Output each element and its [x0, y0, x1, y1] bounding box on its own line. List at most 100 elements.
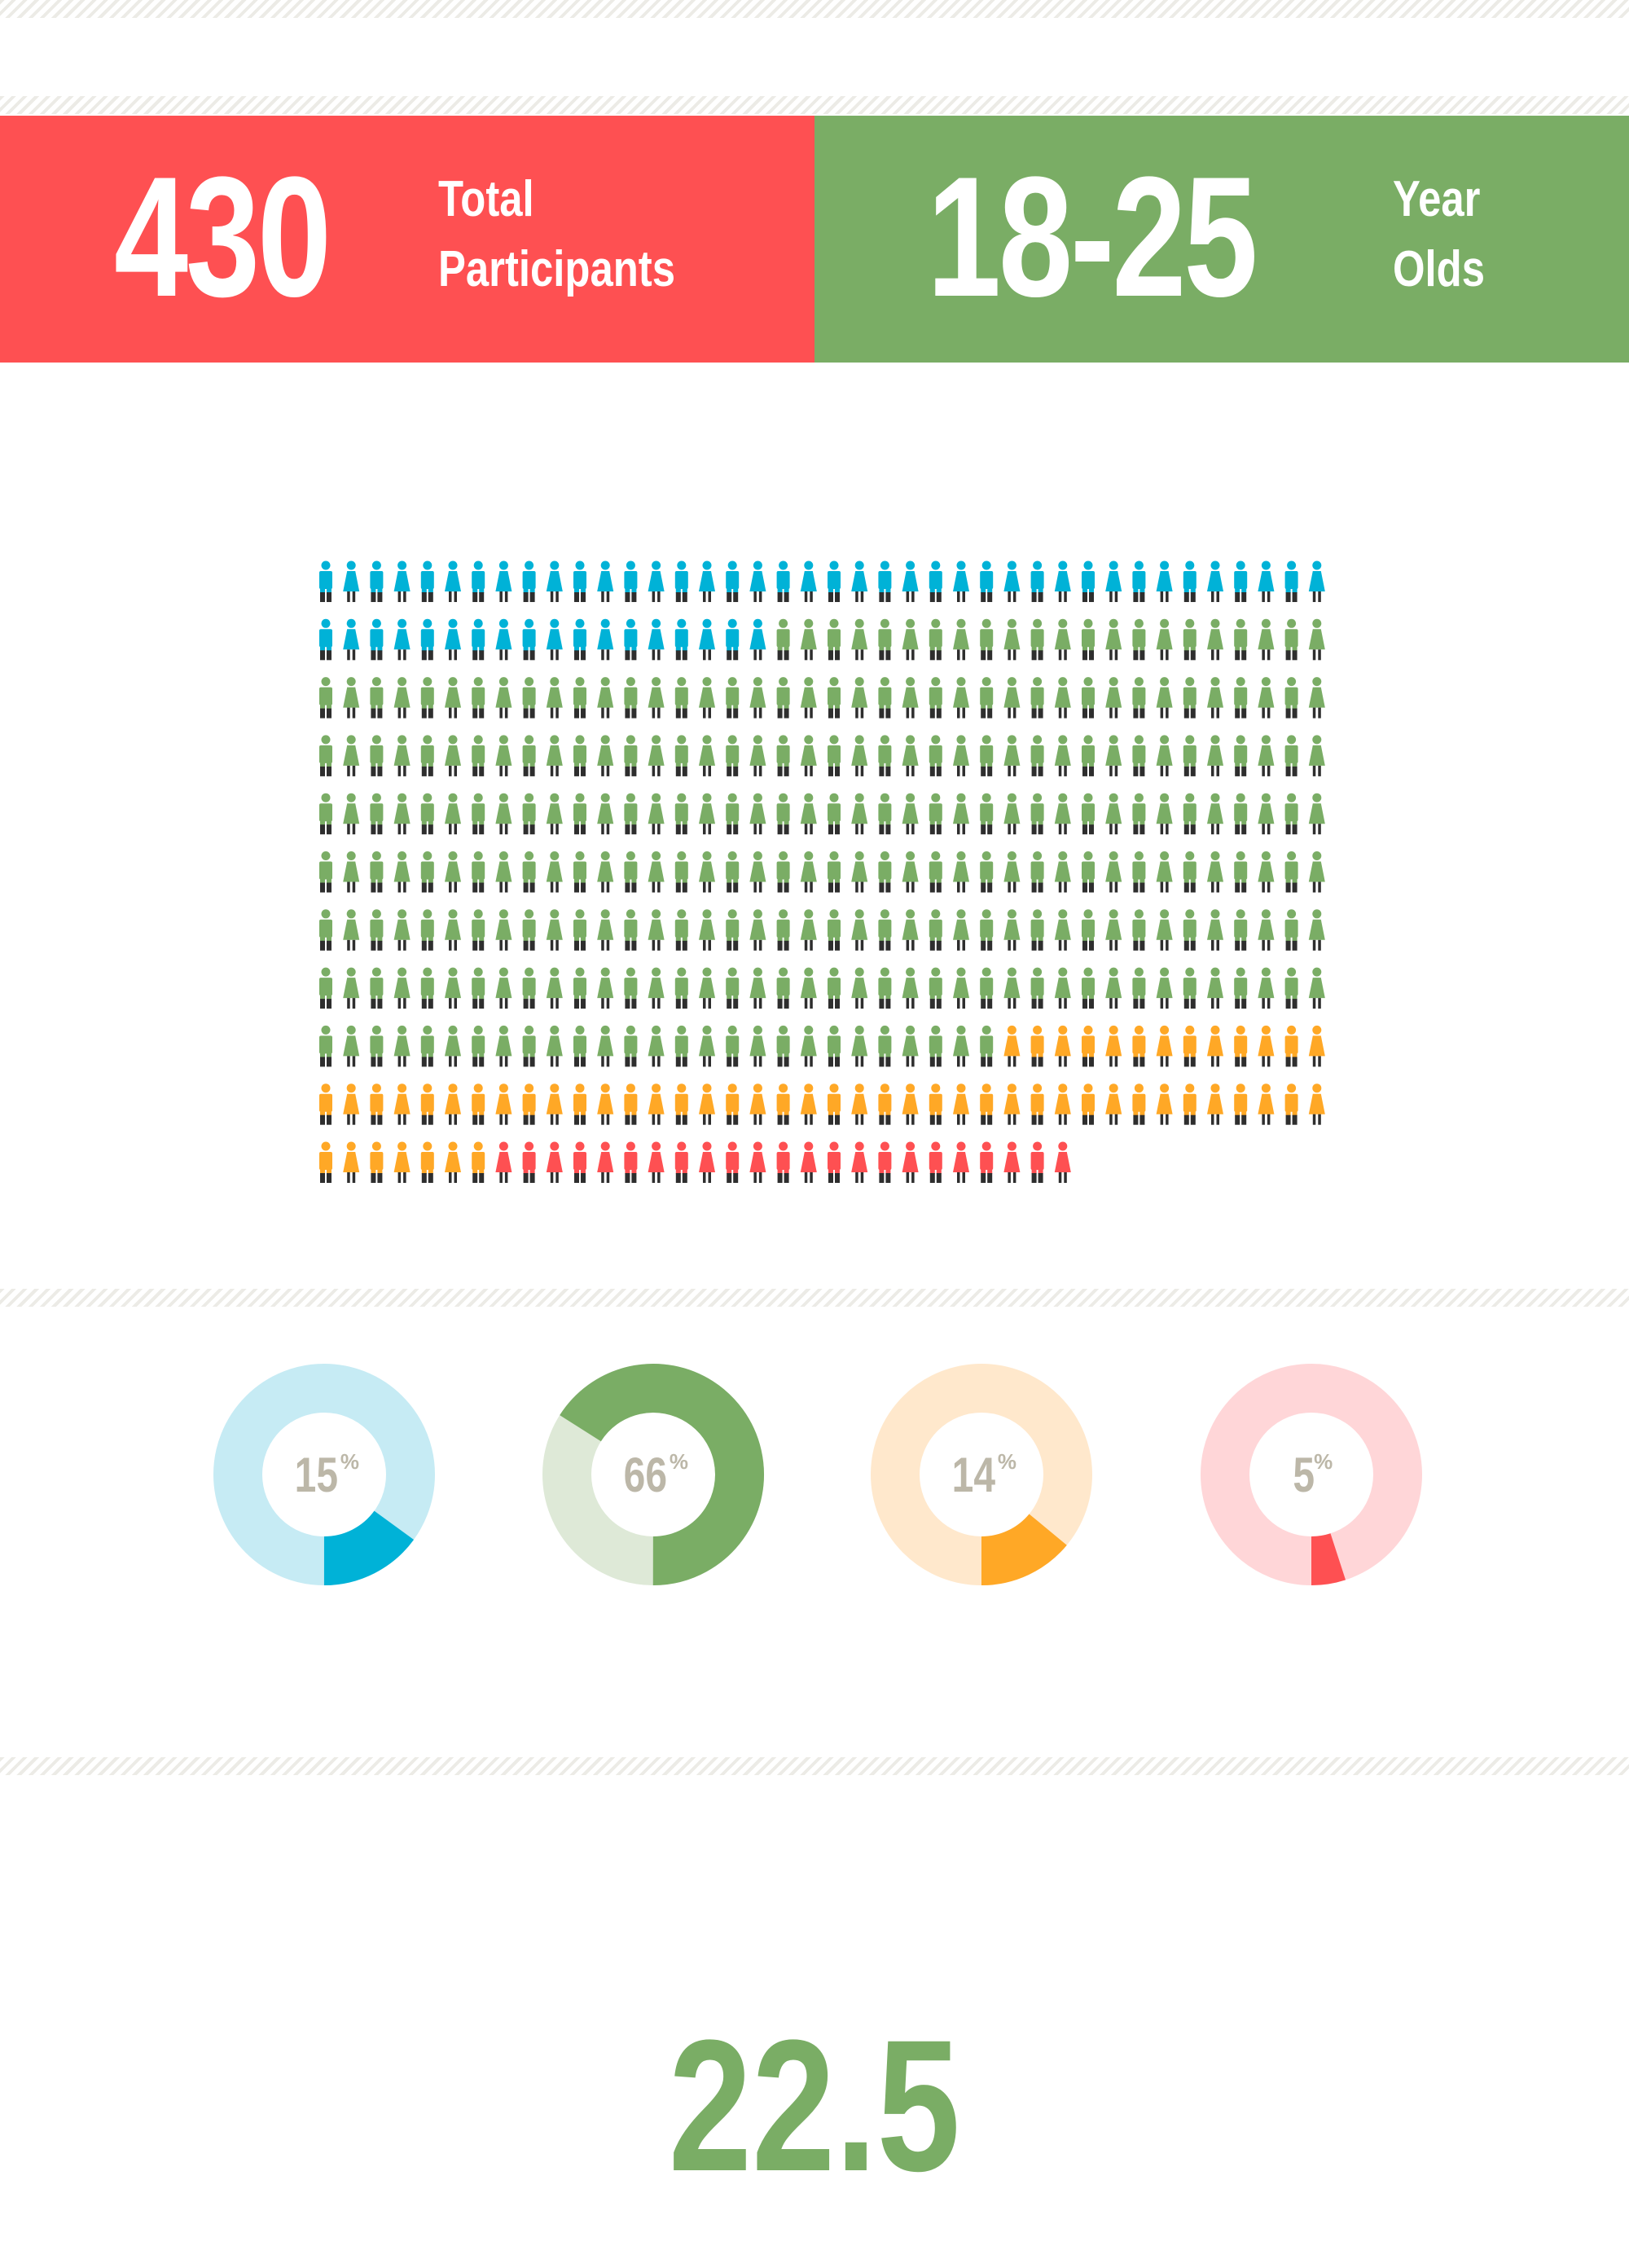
person-icon: [828, 677, 841, 719]
person-icon: [624, 793, 638, 835]
person-icon: [624, 560, 638, 602]
person-icon: [393, 967, 411, 1009]
donut-3-graphic: [871, 1364, 1092, 1585]
person-icon: [1132, 560, 1146, 602]
person-icon: [319, 735, 332, 776]
person-icon: [573, 735, 586, 776]
person-icon: [902, 560, 919, 602]
person-icon: [495, 793, 512, 835]
person-icon: [319, 1141, 332, 1183]
person-icon: [878, 1083, 892, 1125]
person-icon: [800, 851, 817, 893]
donut-2-value: 66: [623, 1447, 668, 1502]
person-icon: [393, 1083, 411, 1125]
person-icon: [699, 1141, 715, 1183]
person-icon: [1183, 1025, 1197, 1067]
person-icon: [420, 967, 434, 1009]
age-label-line1: Year: [1393, 171, 1481, 227]
person-icon: [1054, 560, 1071, 602]
person-icon: [1105, 560, 1122, 602]
person-icon: [749, 1083, 766, 1125]
person-icon: [1183, 618, 1197, 661]
donut-4-label: 5%: [1199, 1362, 1424, 1587]
person-icon: [1105, 851, 1122, 893]
person-icon: [573, 560, 586, 602]
person-icon: [674, 967, 688, 1009]
person-icon: [648, 1025, 665, 1067]
person-icon: [573, 1025, 586, 1067]
person-icon: [953, 1141, 969, 1183]
person-icon: [393, 560, 411, 602]
person-icon: [699, 1083, 715, 1125]
person-icon: [800, 793, 817, 835]
person-icon: [1156, 677, 1173, 719]
person-icon: [445, 1083, 461, 1125]
person-icon: [980, 735, 994, 776]
person-icon: [495, 1083, 512, 1125]
person-icon: [878, 560, 892, 602]
person-icon: [343, 909, 360, 951]
person-icon: [699, 909, 715, 951]
person-icon: [1082, 735, 1095, 776]
person-icon: [878, 793, 892, 835]
person-icon: [1132, 793, 1146, 835]
person-icon: [522, 1025, 536, 1067]
person-icon: [393, 909, 411, 951]
person-icon: [828, 851, 841, 893]
person-icon: [1234, 1025, 1248, 1067]
person-icon: [1030, 793, 1044, 835]
person-icon: [1082, 851, 1095, 893]
person-icon: [800, 735, 817, 776]
person-icon: [370, 1083, 384, 1125]
person-icon: [1258, 967, 1275, 1009]
person-icon: [1156, 793, 1173, 835]
person-icon: [878, 1025, 892, 1067]
person-icon: [597, 1083, 614, 1125]
donut-3-unit: %: [997, 1448, 1016, 1474]
person-icon: [1003, 1141, 1021, 1183]
person-icon: [445, 1141, 461, 1183]
person-icon: [1207, 967, 1223, 1009]
person-icon: [902, 618, 919, 661]
person-icon: [1003, 967, 1021, 1009]
person-icon: [851, 1025, 868, 1067]
person-icon: [1156, 1083, 1173, 1125]
person-icon: [699, 677, 715, 719]
person-icon: [1030, 1025, 1044, 1067]
person-icon: [319, 909, 332, 951]
person-icon: [1082, 677, 1095, 719]
person-icon: [980, 560, 994, 602]
person-icon: [343, 618, 360, 661]
donut-4-unit: %: [1314, 1448, 1333, 1474]
person-icon: [851, 909, 868, 951]
person-icon: [1132, 851, 1146, 893]
person-icon: [878, 909, 892, 951]
person-icon: [522, 560, 536, 602]
person-icon: [546, 560, 563, 602]
person-icon: [1030, 967, 1044, 1009]
person-icon: [319, 793, 332, 835]
person-icon: [776, 1141, 790, 1183]
person-icon: [828, 1141, 841, 1183]
person-icon: [749, 1141, 766, 1183]
person-icon: [1183, 560, 1197, 602]
person-icon: [1207, 909, 1223, 951]
person-icon: [573, 1083, 586, 1125]
person-icon: [495, 677, 512, 719]
person-icon: [1030, 735, 1044, 776]
divider-stripe-lower: [0, 1757, 1629, 1775]
person-icon: [522, 1083, 536, 1125]
person-icon: [420, 1083, 434, 1125]
person-icon: [1183, 851, 1197, 893]
person-icon: [726, 560, 740, 602]
person-icon: [472, 851, 485, 893]
person-icon: [1082, 1083, 1095, 1125]
person-icon: [726, 735, 740, 776]
person-icon: [749, 677, 766, 719]
person-icon: [393, 851, 411, 893]
person-icon: [1308, 735, 1325, 776]
person-icon: [1234, 1083, 1248, 1125]
age-range-value: 18-25: [927, 141, 1258, 332]
person-icon: [851, 1141, 868, 1183]
person-icon: [1132, 1083, 1146, 1125]
